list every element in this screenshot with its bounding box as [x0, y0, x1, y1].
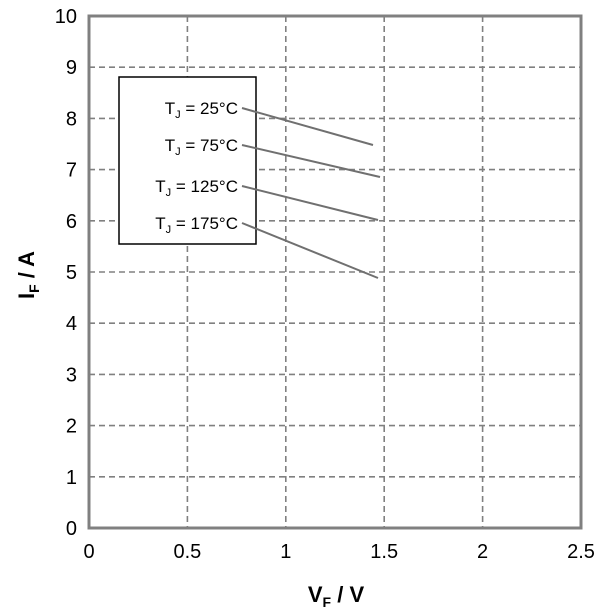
y-tick-label: 2: [66, 416, 77, 438]
x-tick-label: 2: [477, 541, 488, 563]
y-tick-label: 7: [66, 160, 77, 182]
legend: TJ = 25°C TJ = 75°C TJ = 125°C TJ = 175°C: [118, 76, 381, 279]
plot-frame: [87, 14, 583, 530]
y-axis-title: IF / A: [14, 251, 42, 299]
legend-entry: TJ = 75°C: [165, 136, 238, 158]
y-tick-label: 3: [66, 364, 77, 386]
legend-leader-line: [241, 185, 379, 221]
x-axis-title: VF / V: [308, 582, 365, 610]
legend-entry: TJ = 125°C: [155, 177, 238, 199]
x-tick-label: 1: [280, 541, 291, 563]
x-tick-label: 0.5: [173, 541, 201, 563]
y-tick-label: 9: [66, 57, 77, 79]
legend-leader-line: [241, 144, 381, 178]
plot-frame-layer: [87, 14, 583, 530]
x-tick-label: 1.5: [370, 541, 398, 563]
y-tick-label: 0: [66, 518, 77, 540]
y-tick-label: 8: [66, 108, 77, 130]
legend-box: [118, 76, 257, 245]
y-tick-label: 1: [66, 467, 77, 489]
legend-entry: TJ = 25°C: [165, 99, 238, 121]
legend-entry: TJ = 175°C: [155, 214, 238, 236]
tick-labels: 0 0.5 1 1.5 2 2.5 0 1 2 3 4 5 6 7 8 9 10: [55, 6, 595, 563]
y-tick-label: 5: [66, 262, 77, 284]
y-tick-label: 4: [66, 313, 77, 335]
x-tick-label: 0: [83, 541, 94, 563]
legend-leader-line: [241, 107, 374, 146]
y-tick-label: 6: [66, 211, 77, 233]
y-tick-label: 10: [55, 6, 77, 28]
legend-leader-line: [241, 222, 379, 279]
x-tick-label: 2.5: [567, 541, 595, 563]
